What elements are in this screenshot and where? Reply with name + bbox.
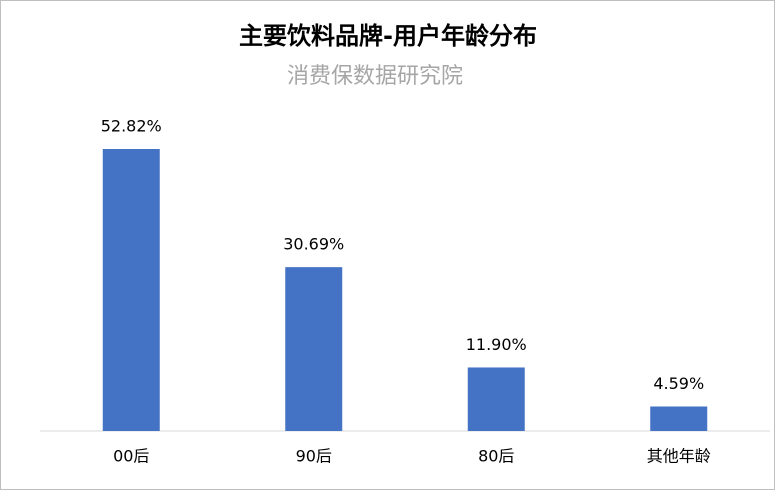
chart-subtitle: 消费保数据研究院 (287, 64, 463, 89)
value-label: 11.90% (466, 335, 527, 354)
bar (467, 367, 525, 431)
value-label: 30.69% (283, 235, 344, 254)
value-label: 4.59% (653, 374, 704, 393)
bar (102, 149, 160, 431)
bar (285, 267, 343, 431)
x-tick-label: 90后 (296, 447, 332, 466)
value-label: 52.82% (101, 117, 162, 136)
x-tick-label: 80后 (478, 447, 514, 466)
bar (650, 406, 708, 431)
x-tick-label: 其他年龄 (647, 447, 711, 466)
chart-title: 主要饮料品牌-用户年龄分布 (239, 22, 537, 50)
x-tick-label: 00后 (113, 447, 149, 466)
